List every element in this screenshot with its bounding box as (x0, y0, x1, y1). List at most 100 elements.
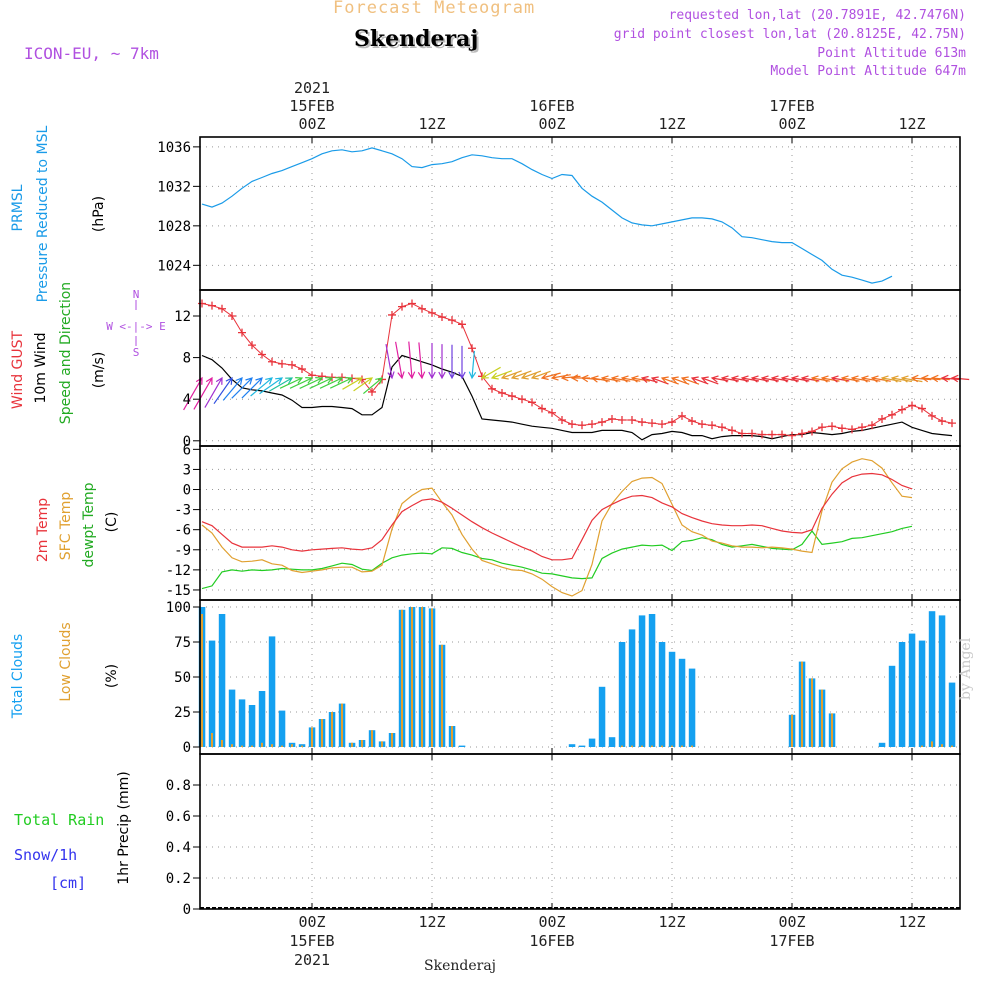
total-cloud-bar (628, 629, 636, 747)
low-cloud-bar (241, 745, 243, 747)
gust-marker (298, 365, 306, 374)
ytick-label-wind: 12 (174, 309, 191, 325)
low-cloud-bar (301, 745, 303, 747)
wind-direction-arrow (790, 375, 810, 383)
low-cloud-bar (641, 745, 643, 747)
low-cloud-bar (261, 742, 263, 747)
total-cloud-bar (618, 642, 626, 747)
total-cloud-bar (608, 737, 616, 747)
low-cloud-bar (831, 713, 833, 747)
wind-direction-arrow (395, 341, 405, 380)
total-cloud-bar (238, 699, 246, 747)
gust-marker (748, 429, 756, 438)
gust-marker (568, 420, 576, 429)
gust-marker (678, 411, 686, 420)
wind-direction-arrow (342, 377, 364, 390)
low-cloud-bar (411, 607, 413, 747)
gust-marker (238, 328, 246, 337)
wind-direction-arrow (299, 377, 324, 389)
low-cloud-bar (801, 661, 803, 747)
time-label-bottom: 12Z (898, 913, 925, 931)
time-label-bottom: 00Z (538, 913, 565, 931)
gust-marker (558, 416, 566, 424)
time-label-top: 00Z (778, 115, 805, 133)
wind-direction-arrow (600, 375, 621, 383)
low-cloud-bar (321, 719, 323, 747)
total-cloud-bar (588, 738, 596, 747)
temp-label-2m: 2m Temp (35, 498, 51, 562)
total-cloud-bar (598, 686, 606, 747)
temp-unit: (C) (104, 512, 120, 533)
wind-direction-arrow (319, 377, 344, 389)
ytick-label-precip: 0.6 (166, 809, 191, 825)
year-label-bottom: 2021 (294, 951, 330, 969)
wind-direction-arrow (222, 377, 243, 401)
wind-direction-arrow (630, 375, 650, 383)
wind-direction-arrow (250, 377, 273, 397)
time-label-top: 12Z (898, 115, 925, 133)
time-label-top: 00Z (298, 115, 325, 133)
time-label-bottom: 12Z (418, 913, 445, 931)
wind-direction-arrow (900, 375, 923, 383)
gust-marker (468, 344, 476, 353)
wind-direction-arrow (610, 375, 631, 383)
total-cloud-bar (218, 614, 226, 747)
gust-marker (908, 401, 916, 410)
gust-marker (928, 411, 936, 420)
ytick-label-temp: 3 (183, 462, 191, 478)
gust-marker (508, 392, 516, 401)
precip-unit: 1hr Precip (mm) (116, 771, 132, 884)
low-cloud-bar (391, 733, 393, 747)
low-cloud-bar (381, 741, 383, 747)
total-cloud-bar (458, 745, 466, 747)
compass-south: S (133, 346, 140, 359)
gust-marker (618, 416, 626, 424)
gust-marker (818, 423, 826, 432)
total-cloud-bar (648, 614, 656, 747)
low-cloud-bar (271, 744, 273, 747)
wind-label-direction: Speed and Direction (58, 282, 74, 424)
wind-direction-arrow (193, 376, 213, 410)
total-cloud-bar (578, 745, 586, 747)
ytick-label-pressure: 1024 (157, 258, 191, 274)
pressure-label-1: PRMSL (10, 184, 26, 231)
low-cloud-bar (291, 744, 293, 747)
gust-marker (208, 301, 216, 310)
wind-direction-arrow (820, 375, 840, 383)
gust-marker (578, 421, 586, 430)
low-cloud-bar (251, 745, 253, 747)
total-cloud-bar (248, 705, 256, 747)
panel-frame-wind (199, 289, 961, 447)
ytick-label-temp: 6 (183, 442, 191, 458)
low-cloud-bar (821, 689, 823, 747)
wind-direction-arrow (480, 366, 501, 379)
ytick-label-wind: 4 (183, 392, 191, 408)
wind-direction-arrow (910, 374, 932, 383)
gust-marker (388, 310, 396, 319)
low-cloud-bar (671, 745, 673, 747)
precip-label-cm: [cm] (50, 874, 86, 892)
requested-coords: requested lon,lat (20.7891E, 42.7476N) (668, 8, 966, 23)
gust-marker (608, 414, 616, 423)
compass-we: W <-|-> E (106, 320, 166, 333)
gust-marker (688, 417, 696, 426)
precip-label-rain: Total Rain (14, 811, 104, 829)
ytick-label-temp: -12 (166, 563, 191, 579)
low-cloud-bar (921, 745, 923, 747)
low-cloud-bar (621, 745, 623, 747)
gust-marker (448, 316, 456, 325)
gust-marker (918, 404, 926, 413)
ytick-label-precip: 0.2 (166, 871, 191, 887)
gust-marker (698, 420, 706, 429)
cloud-label-low: Low Clouds (58, 622, 74, 701)
wind-direction-arrow (550, 373, 571, 381)
gust-marker (248, 341, 256, 350)
gust-marker (598, 418, 606, 427)
pressure-line (201, 147, 893, 284)
ytick-label-pressure: 1036 (157, 140, 191, 156)
wind-direction-arrow (458, 345, 466, 380)
total-cloud-bar (258, 691, 266, 747)
date-label-top: 16FEB (529, 97, 574, 115)
wind-label-speed: 10m Wind (33, 332, 49, 403)
